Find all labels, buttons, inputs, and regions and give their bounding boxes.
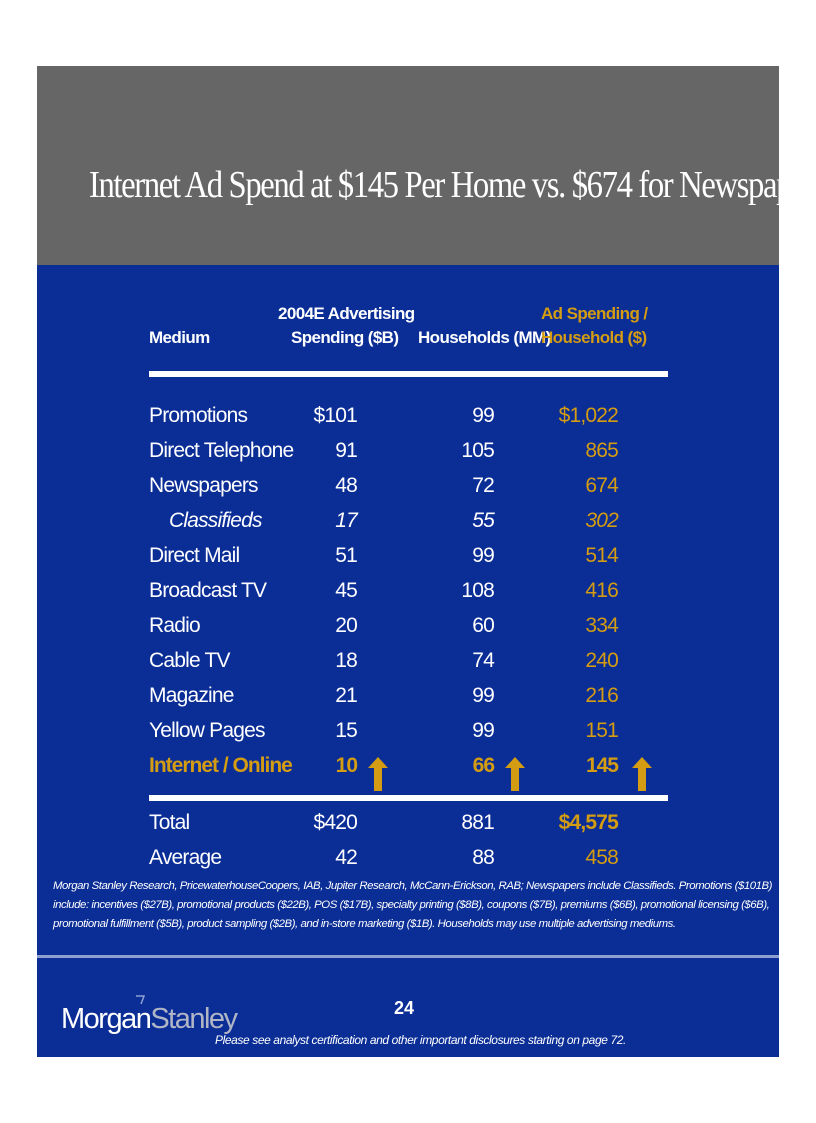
header-spending-line2: Spending ($B) xyxy=(291,328,399,347)
table-row: Newspapers 48 72 674 xyxy=(37,469,779,503)
cell-medium: Total xyxy=(149,811,190,834)
cell-households: 60 xyxy=(472,614,495,637)
page-number: 24 xyxy=(393,998,415,1018)
table-row: Magazine 21 99 216 xyxy=(37,679,779,713)
cell-per-household: 458 xyxy=(585,846,618,869)
table-row: Direct Mail 51 99 514 xyxy=(37,539,779,573)
cell-medium: Cable TV xyxy=(149,649,231,672)
slide: Internet Ad Spend at $145 Per Home vs. $… xyxy=(37,66,779,1057)
morgan-stanley-logo: MorganStanley xyxy=(61,1001,238,1037)
table-row-total: Total $420 881 $4,575 xyxy=(37,806,779,840)
cell-spending: 45 xyxy=(335,579,358,602)
cell-per-household: 334 xyxy=(585,614,618,637)
cell-spending: 18 xyxy=(335,649,358,672)
table-row-average: Average 42 88 458 xyxy=(37,841,779,875)
table-row: Cable TV 18 74 240 xyxy=(37,644,779,678)
cell-households: 55 xyxy=(472,509,495,532)
cell-per-household: 514 xyxy=(585,544,618,567)
up-arrow-icon xyxy=(505,757,525,791)
footer-separator xyxy=(37,955,779,958)
cell-per-household: $1,022 xyxy=(558,404,619,427)
cell-medium: Internet / Online xyxy=(149,754,293,777)
cell-per-household: 674 xyxy=(585,474,618,497)
cell-per-household: $4,575 xyxy=(558,811,619,834)
up-arrow-icon xyxy=(368,757,388,791)
cell-households: 99 xyxy=(472,404,495,427)
header-households: Households (MM) xyxy=(418,328,551,347)
cell-households: 99 xyxy=(472,684,495,707)
cell-households: 72 xyxy=(472,474,495,497)
cell-medium: Yellow Pages xyxy=(149,719,266,742)
table-row: Direct Telephone 91 105 865 xyxy=(37,434,779,468)
cell-spending: 91 xyxy=(335,439,358,462)
cell-spending: 42 xyxy=(335,846,358,869)
header-per-household-line1: Ad Spending / xyxy=(541,304,648,323)
source-footnote: Morgan Stanley Research, Pricewaterhouse… xyxy=(53,880,772,930)
table-row: Radio 20 60 334 xyxy=(37,609,779,643)
cell-spending: $420 xyxy=(313,811,357,834)
cell-per-household: 302 xyxy=(585,509,618,532)
cell-per-household: 151 xyxy=(585,719,618,742)
cell-medium: Broadcast TV xyxy=(149,579,267,602)
cell-medium: Promotions xyxy=(149,404,248,427)
cell-per-household: 416 xyxy=(585,579,618,602)
cell-households: 105 xyxy=(461,439,494,462)
cell-per-household: 240 xyxy=(585,649,618,672)
cell-medium: Magazine xyxy=(149,684,234,707)
title-banner: Internet Ad Spend at $145 Per Home vs. $… xyxy=(37,66,779,265)
cell-medium: Radio xyxy=(149,614,201,637)
table-row-highlight: Internet / Online 10 66 145 xyxy=(37,749,779,791)
disclosure-note: Please see analyst certification and oth… xyxy=(215,1033,626,1047)
cell-spending: $101 xyxy=(313,404,357,427)
header-per-household-line2: Household ($) xyxy=(541,328,647,347)
cell-spending: 20 xyxy=(335,614,358,637)
cell-medium: Direct Telephone xyxy=(149,439,294,462)
cell-medium: Direct Mail xyxy=(149,544,240,567)
up-arrow-icon xyxy=(632,757,652,791)
cell-spending: 17 xyxy=(335,509,358,532)
cell-households: 99 xyxy=(472,719,495,742)
cell-households: 108 xyxy=(461,579,494,602)
table-row: Broadcast TV 45 108 416 xyxy=(37,574,779,608)
cell-spending: 15 xyxy=(335,719,358,742)
table-row: Promotions $101 99 $1,022 xyxy=(37,399,779,433)
cell-households: 74 xyxy=(472,649,495,672)
cell-spending: 21 xyxy=(335,684,358,707)
cell-per-household: 865 xyxy=(585,439,618,462)
cell-households: 88 xyxy=(472,846,495,869)
table-row: Classifieds 17 55 302 xyxy=(37,504,779,538)
logo-mark-icon xyxy=(136,995,145,1005)
header-divider xyxy=(149,371,668,377)
total-divider xyxy=(149,795,668,801)
cell-per-household: 216 xyxy=(585,684,618,707)
cell-spending: 51 xyxy=(335,544,358,567)
cell-spending: 10 xyxy=(335,754,358,777)
header-medium: Medium xyxy=(149,328,210,347)
cell-households: 881 xyxy=(461,811,494,834)
cell-medium: Average xyxy=(149,846,222,869)
table-row: Yellow Pages 15 99 151 xyxy=(37,714,779,748)
cell-spending: 48 xyxy=(335,474,358,497)
cell-medium: Classifieds xyxy=(169,509,263,532)
cell-medium: Newspapers xyxy=(149,474,259,497)
cell-households: 99 xyxy=(472,544,495,567)
logo-morgan: Morgan xyxy=(61,1003,152,1035)
slide-title: Internet Ad Spend at $145 Per Home vs. $… xyxy=(88,164,779,206)
cell-households: 66 xyxy=(472,754,495,777)
logo-stanley: Stanley xyxy=(150,1003,238,1035)
header-spending-line1: 2004E Advertising xyxy=(278,304,415,323)
cell-per-household: 145 xyxy=(585,754,619,777)
